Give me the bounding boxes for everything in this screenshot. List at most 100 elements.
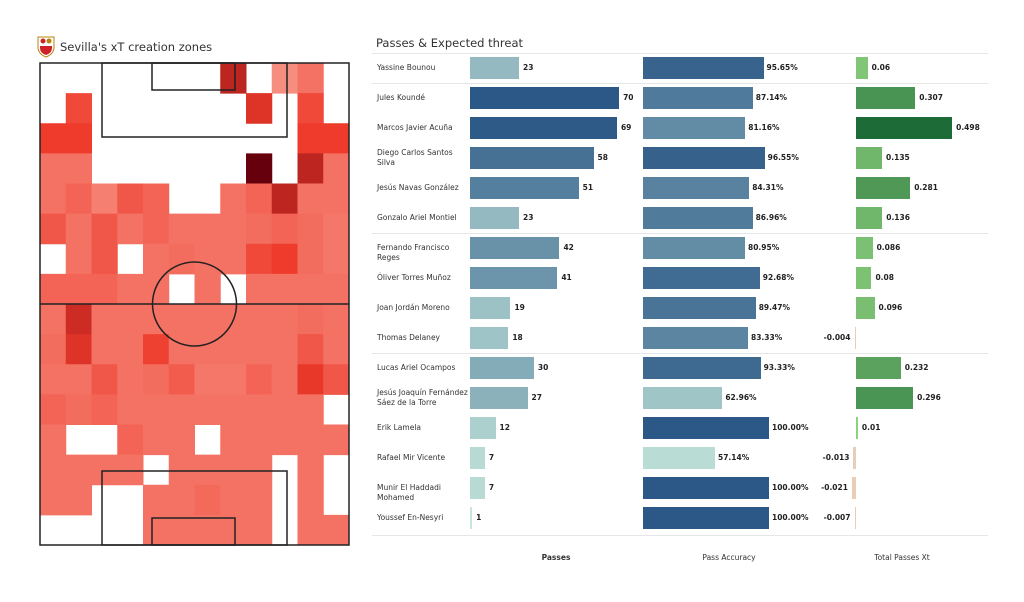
xt-value: 0.307 — [919, 93, 943, 102]
heatmap-cell — [117, 213, 144, 245]
heatmap-cell — [168, 484, 195, 516]
heatmap-cell — [323, 424, 350, 456]
pass-accuracy-bar — [643, 507, 769, 529]
heatmap-cell — [91, 454, 118, 486]
heatmap-cell — [65, 93, 92, 124]
heatmap-cell — [246, 394, 273, 425]
heatmap-cell — [91, 334, 118, 365]
heatmap-cell — [246, 334, 273, 365]
heatmap-cell — [168, 514, 195, 546]
xt-value: 0.086 — [876, 243, 901, 252]
heatmap-cell — [117, 364, 144, 395]
heatmap-cell — [220, 424, 247, 456]
xt-value: 0.096 — [878, 303, 903, 312]
heatmap-cell — [323, 183, 350, 215]
heatmap-cell — [168, 394, 195, 425]
heatmap-cell — [194, 484, 221, 516]
heatmap-cell — [117, 273, 144, 305]
heatmap-cell — [297, 424, 324, 456]
xt-value: 0.135 — [886, 153, 910, 162]
top-six-yard-box — [151, 62, 236, 91]
heatmap-cell — [143, 364, 170, 395]
xt-bar — [856, 177, 911, 199]
player-name: Óliver Torres Muñoz — [377, 273, 451, 282]
heatmap-cell — [297, 123, 324, 154]
pass-accuracy-value: 100.00% — [772, 423, 809, 432]
heatmap-cell — [297, 454, 324, 486]
heatmap-cell — [40, 153, 67, 184]
passes-bar — [470, 507, 473, 529]
heatmap-cell — [117, 334, 144, 365]
heatmap-cell — [143, 304, 170, 335]
xt-bar — [856, 357, 901, 379]
passes-bar — [470, 87, 620, 109]
heatmap-cell — [91, 273, 118, 305]
xt-value: 0.296 — [917, 393, 941, 402]
heatmap-cell — [246, 364, 273, 395]
heatmap-cell — [143, 484, 170, 516]
heatmap-cell — [143, 424, 170, 456]
heatmap-cell — [246, 484, 273, 516]
pass-accuracy-value: 83.33% — [750, 333, 783, 342]
passes-bar — [470, 417, 496, 439]
heatmap-cell — [297, 243, 324, 275]
heatmap-cell — [297, 394, 324, 425]
xt-bar — [856, 87, 916, 109]
passes-bar — [470, 177, 579, 199]
xt-value: 0.281 — [914, 183, 938, 192]
heatmap-cell — [271, 183, 298, 215]
player-name: Joan Jordán Moreno — [377, 303, 450, 312]
xt-pitch-heatmap — [39, 62, 350, 546]
heatmap-cell — [91, 213, 118, 245]
passes-value: 58 — [597, 153, 608, 162]
xt-value: 0.08 — [875, 273, 894, 282]
heatmap-cell — [168, 304, 195, 335]
pass-accuracy-bar — [643, 297, 756, 319]
heatmap-cell — [168, 454, 195, 486]
heatmap-cell — [246, 243, 273, 275]
xt-value: 0.01 — [861, 423, 881, 432]
pass-accuracy-bar — [643, 207, 753, 229]
pass-accuracy-bar — [643, 87, 753, 109]
heatmap-cell — [91, 394, 118, 425]
heatmap-cell — [40, 454, 67, 486]
heatmap-cell — [168, 334, 195, 365]
group-divider — [372, 83, 988, 84]
heatmap-cell — [65, 213, 92, 245]
player-name: Diego Carlos Santos Silva — [377, 148, 453, 167]
heatmap-cell — [220, 213, 247, 245]
heatmap-cell — [297, 484, 324, 516]
heatmap-cell — [117, 304, 144, 335]
xt-bar — [856, 207, 883, 229]
pass-accuracy-value: 81.16% — [748, 123, 780, 132]
passes-bar — [470, 237, 560, 259]
xt-bar — [856, 387, 914, 409]
heatmap-cell — [40, 304, 67, 335]
heatmap-cell — [246, 304, 273, 335]
pass-accuracy-value: 80.95% — [747, 243, 780, 252]
heatmap-cell — [297, 514, 324, 546]
heatmap-cell — [65, 123, 92, 154]
center-circle — [151, 261, 238, 347]
heatmap-cell — [40, 123, 67, 154]
heatmap-cell — [143, 334, 170, 365]
passes-bar — [470, 297, 511, 319]
player-name: Rafael Mir Vicente — [377, 453, 446, 462]
column-header-pass-accuracy: Pass Accuracy — [702, 553, 756, 562]
player-name: Marcos Javier Acuña — [377, 123, 453, 132]
heatmap-cell — [220, 454, 247, 486]
sevilla-crest-logo — [37, 36, 55, 58]
passes-value: 30 — [537, 363, 549, 372]
heatmap-cell — [271, 364, 298, 395]
pass-accuracy-bar — [643, 147, 765, 169]
heatmap-cell — [194, 514, 221, 546]
heatmap-cell — [220, 243, 247, 275]
heatmap-cell — [323, 243, 350, 275]
heatmap-cell — [143, 514, 170, 546]
passes-bar — [470, 57, 519, 79]
passes-value: 41 — [561, 273, 572, 282]
heatmap-cell — [271, 273, 298, 305]
pass-accuracy-bar — [643, 357, 761, 379]
heatmap-cell — [220, 364, 247, 395]
heatmap-cell — [297, 153, 324, 184]
